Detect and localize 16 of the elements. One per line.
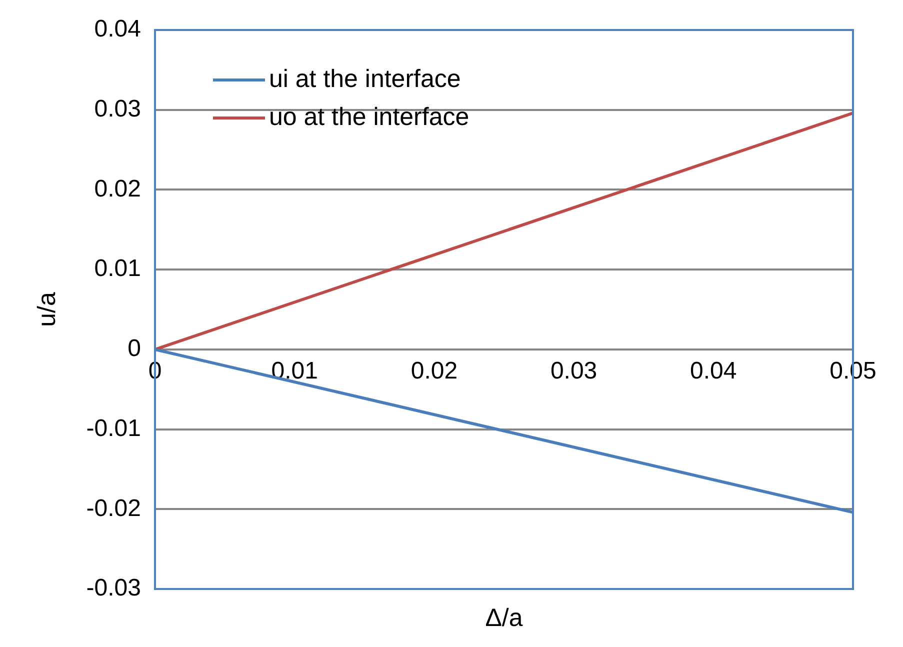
y-tick-label: -0.01: [86, 414, 141, 442]
x-tick-label: 0.04: [690, 357, 737, 384]
legend-label: ui at the interface: [269, 64, 461, 93]
legend-label: uo at the interface: [269, 102, 470, 131]
y-tick-label: 0: [128, 335, 141, 362]
y-tick-label: -0.02: [86, 494, 141, 522]
x-tick-label: 0.03: [550, 357, 598, 384]
y-tick-label: 0.03: [94, 95, 141, 122]
x-tick-label: 0.01: [271, 357, 318, 384]
y-tick-label: 0.04: [94, 16, 141, 43]
y-tick-label: 0.01: [94, 255, 141, 282]
x-tick-label: 0.02: [410, 357, 458, 384]
y-axis-title: u/a: [32, 292, 61, 327]
y-tick-label: -0.03: [86, 574, 141, 602]
y-tick-label: 0.02: [94, 175, 141, 202]
x-axis-title: Δ/a: [485, 604, 523, 632]
